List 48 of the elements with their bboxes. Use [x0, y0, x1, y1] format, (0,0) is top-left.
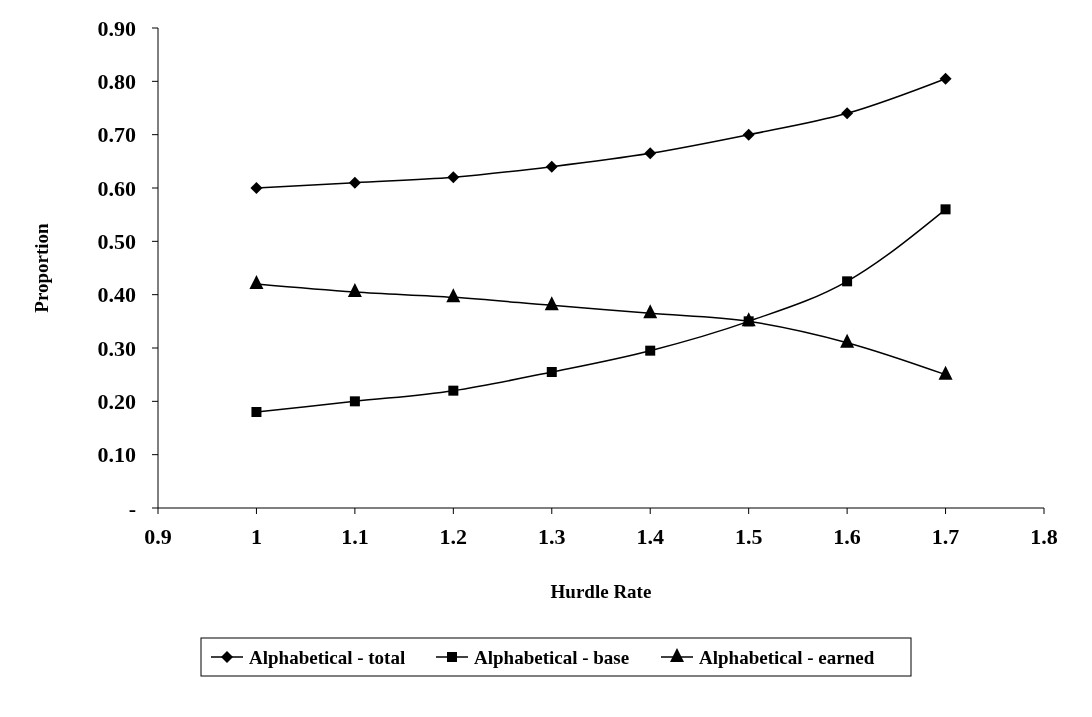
point [448, 385, 459, 396]
y-tick-label: 0.10 [97, 442, 136, 468]
x-tick-label: 1 [250, 524, 262, 549]
y-axis-title: Proportion [31, 222, 52, 313]
point [545, 160, 558, 173]
legend-label: Alphabetical - base [474, 646, 630, 668]
y-tick-label: - [128, 495, 136, 521]
point [645, 345, 656, 356]
point [939, 72, 952, 85]
y-tick-label: 0.60 [97, 175, 136, 201]
legend-label: Alphabetical - earned [699, 646, 875, 668]
point [643, 304, 658, 319]
x-tick-label: 0.9 [144, 524, 172, 549]
x-tick-label: 1.3 [538, 524, 566, 549]
x-axis-title: Hurdle Rate [550, 581, 652, 602]
point [546, 367, 557, 377]
x-tick-label: 1.8 [1030, 524, 1058, 549]
y-tick-label: 0.20 [97, 389, 136, 415]
point [940, 204, 951, 215]
point [251, 407, 262, 417]
y-tick-label: 0.40 [97, 282, 136, 308]
point [347, 283, 362, 297]
point [250, 182, 263, 194]
point [447, 171, 460, 184]
legend-label: Alphabetical - total [249, 646, 406, 668]
x-tick-label: 1.4 [636, 524, 664, 549]
y-tick-label: 0.70 [97, 122, 136, 148]
point [446, 288, 461, 303]
point [841, 107, 854, 120]
x-tick-label: 1.2 [439, 524, 468, 549]
point [743, 316, 754, 327]
y-tick-label: 0.80 [97, 69, 136, 95]
y-tick-label: 0.50 [97, 229, 136, 255]
point [644, 147, 657, 160]
point [938, 365, 953, 380]
x-tick-label: 1.1 [341, 524, 369, 549]
point [842, 276, 853, 287]
point [348, 176, 361, 189]
x-tick-label: 1.6 [833, 524, 861, 549]
point [349, 396, 360, 407]
y-tick-label: 0.30 [97, 335, 136, 361]
y-tick-label: 0.90 [97, 15, 136, 41]
x-tick-label: 1.5 [734, 524, 763, 549]
x-tick-label: 1.7 [931, 524, 960, 549]
point [742, 128, 755, 141]
point [249, 275, 264, 289]
point [544, 296, 559, 311]
point [840, 333, 855, 348]
